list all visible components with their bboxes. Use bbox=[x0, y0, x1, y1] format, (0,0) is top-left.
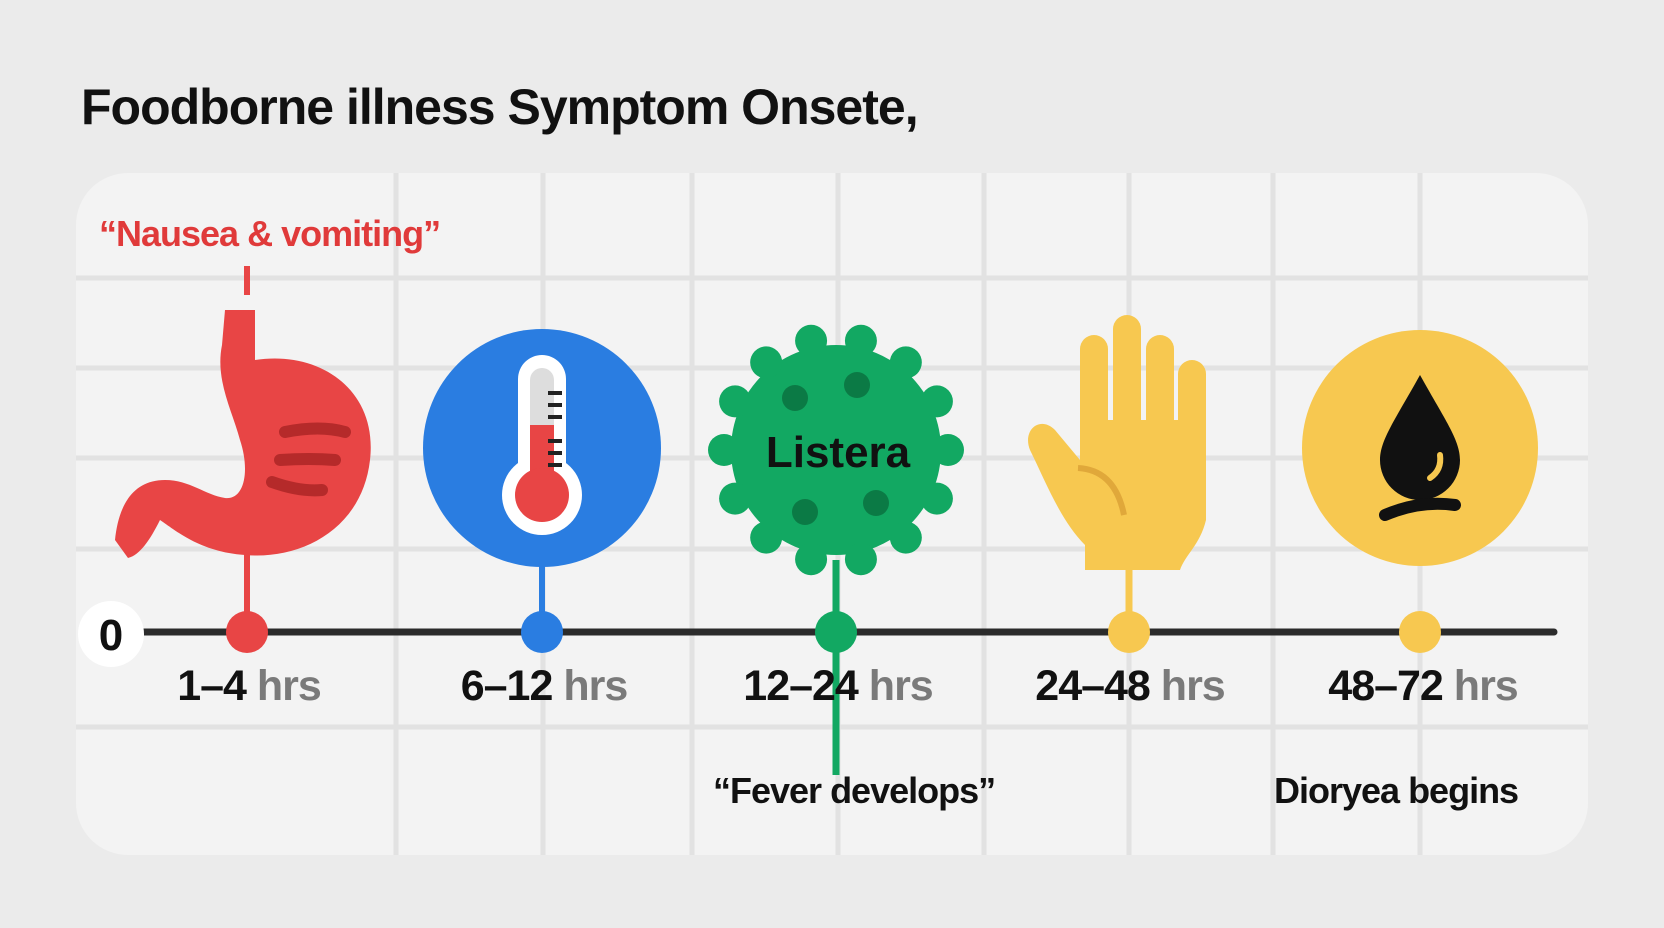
range-label-48-72: 48–72 hrs bbox=[1328, 662, 1518, 710]
origin-marker bbox=[78, 601, 144, 667]
bacteria-spike bbox=[920, 385, 953, 418]
bacteria-spike bbox=[889, 346, 922, 379]
fever-note: “Fever develops” bbox=[713, 770, 996, 811]
bacteria-icon: Listera bbox=[708, 324, 964, 576]
bacteria-spike bbox=[750, 521, 783, 554]
bacteria-spike bbox=[795, 324, 828, 357]
bacteria-spike bbox=[795, 543, 828, 576]
bacteria-spike bbox=[844, 543, 877, 576]
page-title: Foodborne illness Symptom Onsete, bbox=[81, 79, 919, 135]
bacteria-spike bbox=[708, 434, 740, 466]
marker-6-12 bbox=[521, 611, 563, 653]
range-label-12-24: 12–24 hrs bbox=[743, 662, 933, 710]
stomach-icon bbox=[115, 310, 371, 558]
thermometer-icon bbox=[423, 329, 661, 567]
range-label-1-4: 1–4 hrs bbox=[177, 662, 322, 710]
origin-label: 0 bbox=[99, 611, 123, 660]
bacteria-spike bbox=[844, 324, 877, 357]
bacteria-spike bbox=[889, 521, 922, 554]
droplet-icon bbox=[1302, 330, 1538, 566]
marker-48-72 bbox=[1399, 611, 1441, 653]
range-label-6-12: 6–12 hrs bbox=[460, 662, 629, 710]
marker-1-4 bbox=[226, 611, 268, 653]
bacteria-label: Listera bbox=[766, 428, 911, 477]
marker-12-24 bbox=[815, 611, 857, 653]
range-label-24-48: 24–48 hrs bbox=[1035, 662, 1225, 710]
bacteria-spike bbox=[920, 482, 953, 515]
marker-24-48 bbox=[1108, 611, 1150, 653]
bacteria-spike bbox=[750, 346, 783, 379]
nausea-note: “Nausea & vomiting” bbox=[99, 213, 441, 254]
hand-icon bbox=[1028, 315, 1206, 570]
diarrhea-note: Dioryea begins bbox=[1274, 770, 1519, 811]
bacteria-spike bbox=[719, 385, 752, 418]
bacteria-spike bbox=[719, 482, 752, 515]
bacteria-spike bbox=[932, 434, 964, 466]
